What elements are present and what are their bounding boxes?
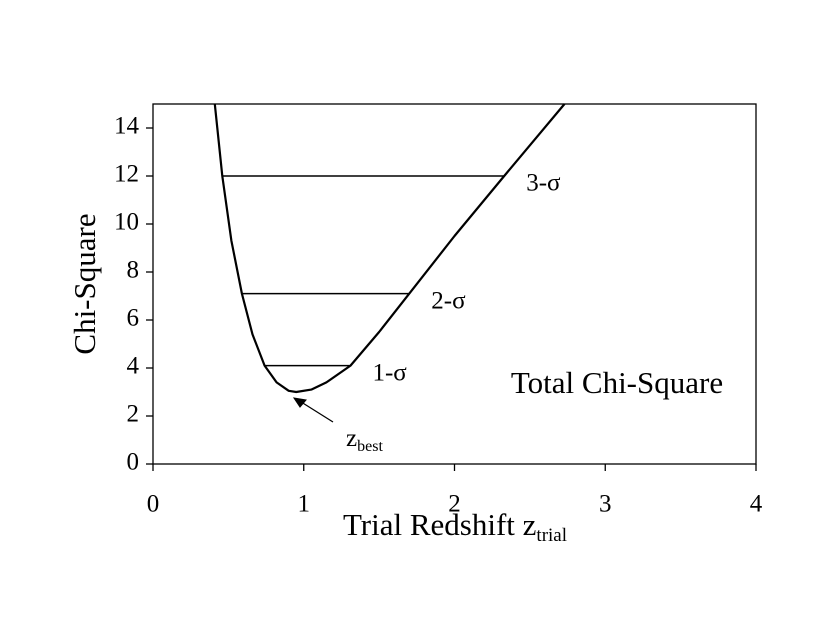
y-tick-label: 0 [127, 449, 140, 476]
arrow [297, 399, 334, 423]
annotation: Total Chi-Square [511, 365, 723, 400]
y-tick-label: 10 [114, 209, 139, 236]
plot-frame [152, 103, 757, 465]
arrow-head [292, 397, 307, 408]
x-tick-label: 3 [599, 491, 612, 518]
y-tick-label: 12 [114, 161, 139, 188]
x-axis-label-text: Trial Redshift z [343, 507, 536, 542]
y-axis-label: Chi-Square [67, 213, 102, 354]
x-tick-label: 2 [448, 491, 461, 518]
level-label: 1-σ [372, 359, 407, 386]
y-tick-label: 4 [127, 353, 140, 380]
x-tick-label: 1 [298, 491, 311, 518]
x-tick-label: 0 [147, 491, 160, 518]
y-tick-label: 2 [127, 401, 140, 428]
y-tick-label: 6 [127, 305, 140, 332]
min-label-sub: best [357, 438, 383, 455]
x-axis-label-sub: trial [536, 525, 567, 546]
x-axis-label: Trial Redshift ztrial [343, 507, 567, 546]
min-label-text: z [346, 425, 357, 452]
level-label: 2-σ [431, 287, 466, 314]
y-tick-label: 8 [127, 257, 140, 284]
x-tick-label: 4 [750, 491, 763, 518]
curve [213, 103, 566, 394]
y-tick-label: 14 [114, 113, 140, 140]
level-label: 3-σ [526, 170, 561, 197]
min-label: zbest [346, 425, 383, 455]
